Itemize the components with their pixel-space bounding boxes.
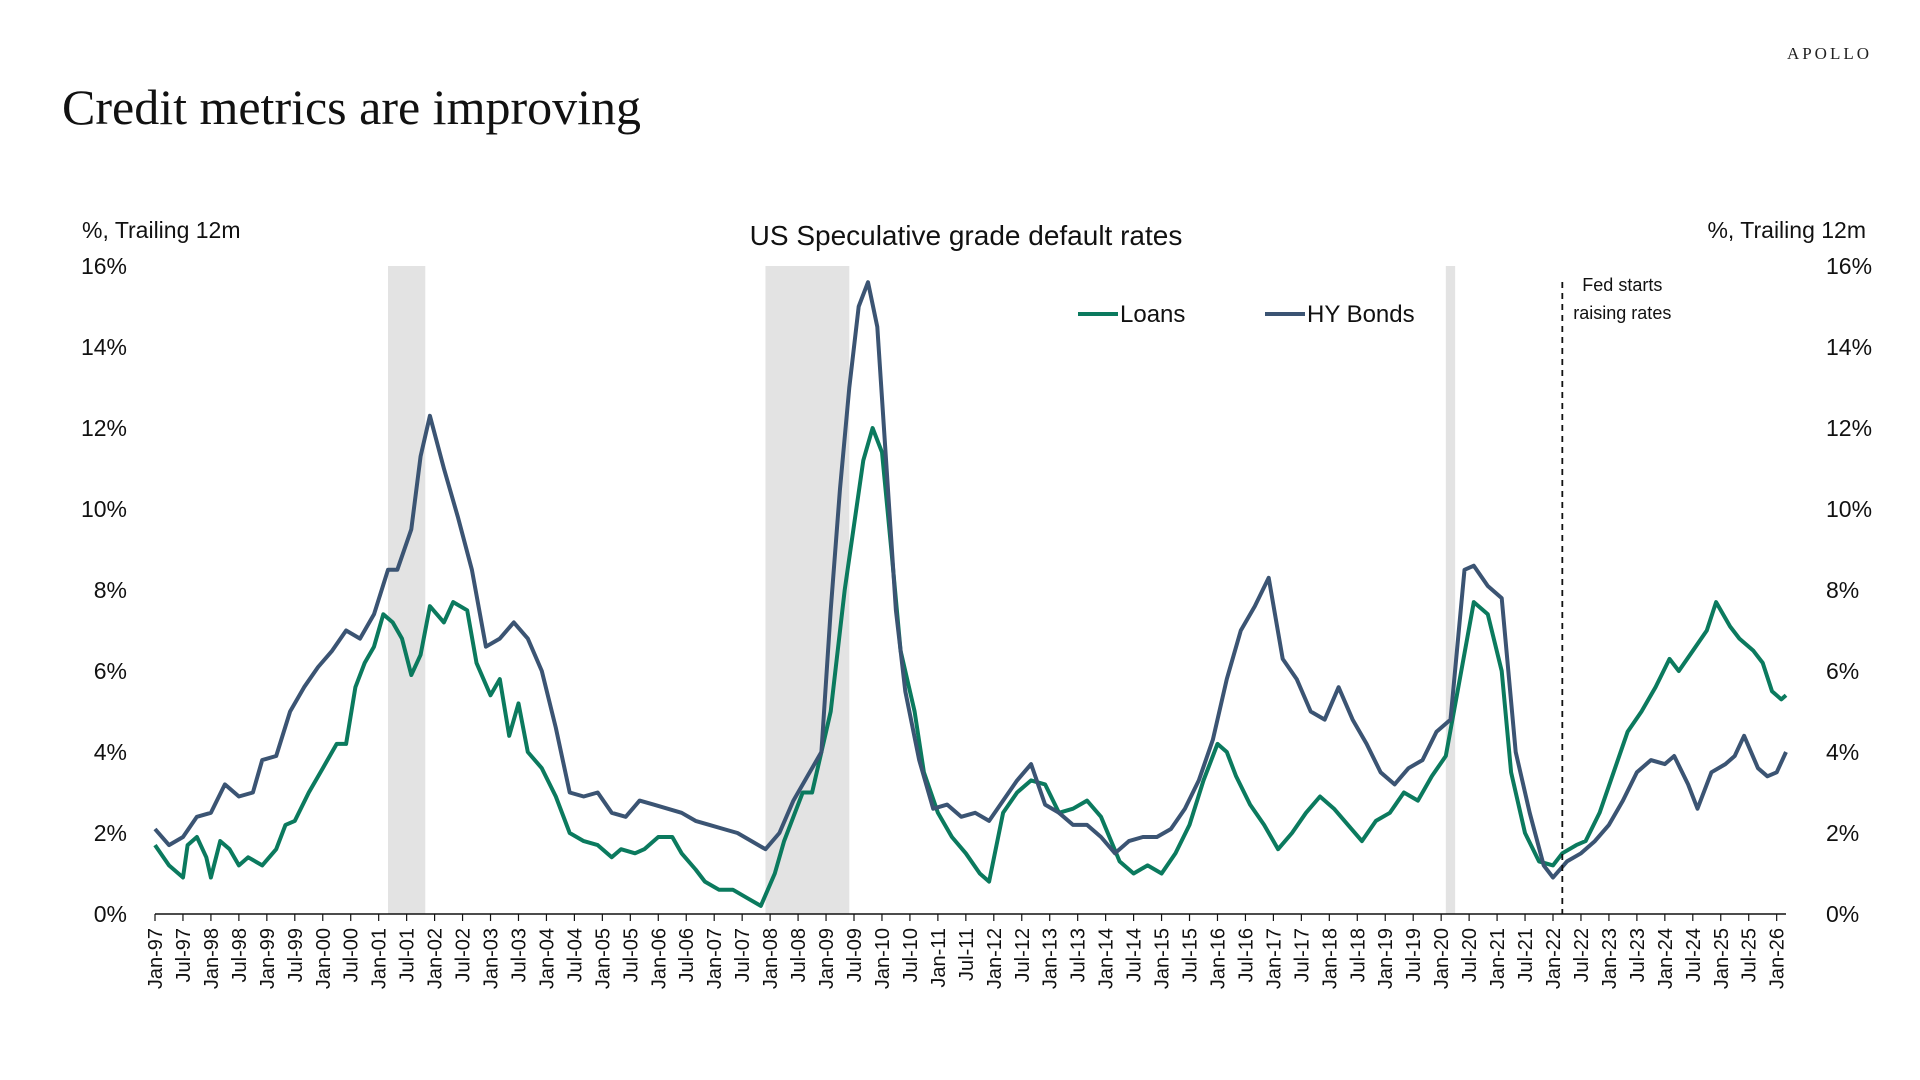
x-tick-label: Jan-26: [1767, 928, 1789, 989]
series-lines: [153, 280, 1788, 908]
x-tick-label: Jul-06: [676, 928, 698, 982]
x-tick-label: Jul-22: [1571, 928, 1593, 982]
recession-band-2: [1445, 266, 1456, 914]
x-tick-label: Jul-12: [1012, 928, 1034, 982]
x-tick-label: Jan-11: [928, 928, 950, 988]
x-tick-label: Jan-98: [201, 928, 223, 989]
x-tick-label: Jul-09: [844, 928, 866, 982]
x-tick-label: Jan-12: [984, 928, 1006, 989]
x-tick-label: Jul-18: [1347, 928, 1369, 982]
recession-band-0: [388, 266, 426, 914]
y-tick-label-left: 10%: [81, 496, 127, 522]
y-tick-label-right: 14%: [1826, 334, 1872, 360]
x-tick-label: Jul-23: [1627, 928, 1649, 982]
y-axis-label-right: %, Trailing 12m: [1707, 217, 1866, 243]
chart-title: US Speculative grade default rates: [750, 220, 1183, 251]
y-tick-label-left: 12%: [81, 415, 127, 441]
legend-label-loans: Loans: [1120, 301, 1185, 328]
x-tick-label: Jan-14: [1096, 928, 1118, 989]
x-tick-label: Jan-09: [816, 928, 838, 989]
y-tick-label-left: 14%: [81, 334, 127, 360]
x-tick-label: Jan-07: [704, 928, 726, 989]
x-tick-label: Jan-06: [648, 928, 670, 989]
x-tick-label: Jan-19: [1375, 928, 1397, 989]
x-tick-label: Jul-14: [1124, 928, 1146, 982]
y-tick-label-left: 8%: [94, 577, 127, 603]
x-tick-label: Jan-13: [1040, 928, 1062, 989]
x-tick-label: Jul-08: [788, 928, 810, 982]
y-tick-label-right: 16%: [1826, 253, 1872, 279]
x-tick-label: Jan-24: [1655, 928, 1677, 989]
x-tick-label: Jul-01: [397, 928, 419, 982]
x-tick-label: Jul-05: [620, 928, 642, 982]
y-tick-label-left: 4%: [94, 739, 127, 765]
x-tick-label: Jul-10: [900, 928, 922, 982]
y-axis-label-left: %, Trailing 12m: [82, 217, 241, 243]
x-tick-label: Jan-04: [536, 928, 558, 989]
recession-band-1: [765, 266, 850, 914]
series-line-hy-bonds: [153, 280, 1788, 880]
y-tick-label-right: 10%: [1826, 496, 1872, 522]
x-tick-label: Jan-20: [1431, 928, 1453, 989]
x-tick-label: Jan-08: [760, 928, 782, 989]
fed-annotation: Fed starts raising rates: [1561, 275, 1671, 914]
y-tick-label-right: 8%: [1826, 577, 1859, 603]
fed-annotation-line2: raising rates: [1573, 303, 1671, 323]
recession-bands: [388, 266, 1456, 914]
x-tick-label: Jan-10: [872, 928, 894, 989]
brand-logo: APOLLO: [1786, 44, 1872, 63]
x-tick-label: Jul-21: [1515, 928, 1537, 982]
legend-label-hy-bonds: HY Bonds: [1307, 301, 1415, 328]
x-tick-label: Jul-13: [1068, 928, 1090, 982]
x-tick-label: Jul-24: [1683, 928, 1705, 982]
x-tick-label: Jan-02: [425, 928, 447, 989]
axes: 0% 0% 2% 2% 4% 4% 6% 6% 8% 8% 10% 10% 12% 12% 14% 14% 16…: [81, 253, 1872, 989]
x-tick-label: Jul-00: [341, 928, 363, 982]
x-tick-label: Jul-97: [173, 928, 195, 982]
x-tick-label: Jul-07: [732, 928, 754, 982]
y-tick-label-right: 4%: [1826, 739, 1859, 765]
x-tick-label: Jul-17: [1291, 928, 1313, 982]
y-tick-label-right: 0%: [1826, 901, 1859, 927]
x-tick-label: Jan-03: [481, 928, 503, 989]
y-tick-label-left: 6%: [94, 658, 127, 684]
x-tick-label: Jan-00: [313, 928, 335, 989]
x-tick-label: Jul-15: [1180, 928, 1202, 982]
x-tick-label: Jul-19: [1403, 928, 1425, 982]
x-tick-label: Jan-97: [145, 928, 167, 989]
x-tick-label: Jan-25: [1711, 928, 1733, 989]
x-tick-label: Jul-03: [508, 928, 530, 982]
fed-annotation-line1: Fed starts: [1582, 275, 1662, 295]
y-tick-label-left: 16%: [81, 253, 127, 279]
x-tick-label: Jul-98: [229, 928, 251, 982]
x-tick-label: Jul-99: [285, 928, 307, 982]
x-tick-label: Jan-23: [1599, 928, 1621, 989]
x-tick-label: Jan-99: [257, 928, 279, 989]
page-title: Credit metrics are improving: [62, 79, 642, 135]
x-tick-label: Jan-17: [1263, 928, 1285, 989]
x-tick-label: Jan-16: [1207, 928, 1229, 989]
x-tick-label: Jul-04: [564, 928, 586, 982]
x-tick-label: Jan-05: [592, 928, 614, 989]
legend: Loans HY Bonds: [1078, 301, 1415, 328]
y-tick-label-right: 6%: [1826, 658, 1859, 684]
y-tick-label-left: 2%: [94, 820, 127, 846]
x-tick-label: Jan-18: [1319, 928, 1341, 989]
x-tick-label: Jul-11: [956, 928, 978, 981]
x-tick-label: Jul-25: [1739, 928, 1761, 982]
y-tick-label-right: 2%: [1826, 820, 1859, 846]
x-tick-label: Jan-21: [1487, 928, 1509, 989]
x-tick-label: Jul-16: [1235, 928, 1257, 982]
x-tick-label: Jan-01: [369, 928, 391, 989]
y-tick-label-right: 12%: [1826, 415, 1872, 441]
x-tick-label: Jan-22: [1543, 928, 1565, 989]
x-tick-label: Jul-20: [1459, 928, 1481, 982]
x-tick-label: Jan-15: [1152, 928, 1174, 989]
x-tick-label: Jul-02: [453, 928, 475, 982]
y-tick-label-left: 0%: [94, 901, 127, 927]
